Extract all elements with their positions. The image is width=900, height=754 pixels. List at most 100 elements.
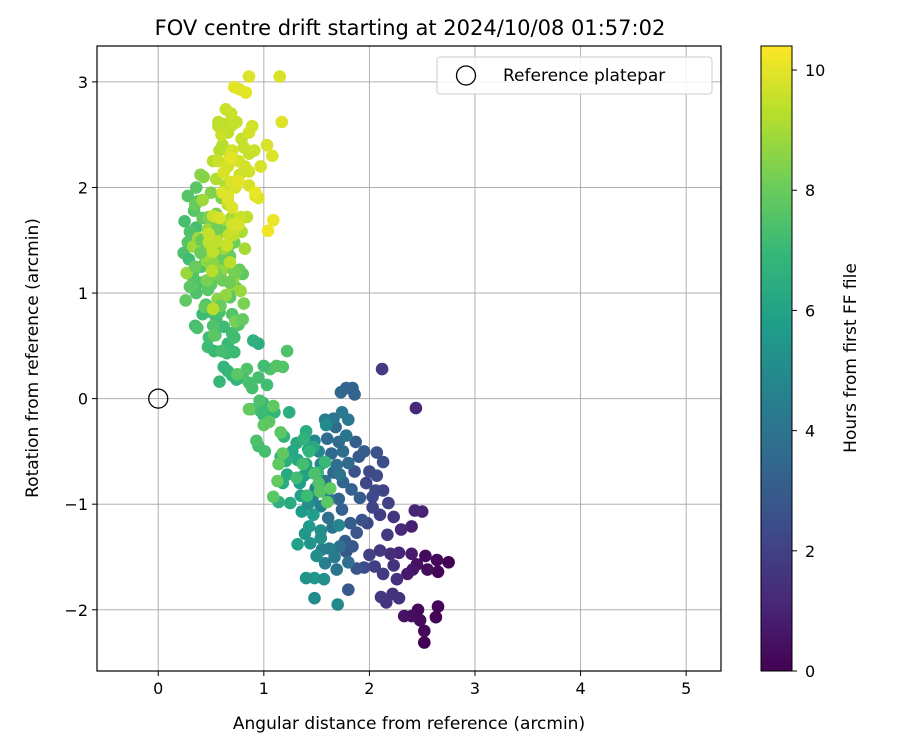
data-point <box>260 378 274 392</box>
data-point <box>339 429 353 442</box>
data-point <box>355 513 369 527</box>
data-point <box>332 519 346 532</box>
data-point <box>342 556 355 569</box>
data-point <box>363 548 376 562</box>
data-point <box>323 542 336 555</box>
data-point <box>387 510 401 524</box>
x-tick-label: 3 <box>470 679 480 698</box>
data-point <box>282 406 296 419</box>
data-point <box>196 193 209 207</box>
x-tick-label: 0 <box>153 679 163 698</box>
data-point <box>231 368 244 381</box>
data-point <box>276 447 290 460</box>
data-point <box>215 344 228 358</box>
data-point <box>342 583 355 596</box>
y-tick-label: 1 <box>78 284 88 303</box>
data-point <box>332 492 346 506</box>
y-tick-label: 0 <box>78 390 88 409</box>
data-point <box>201 340 215 354</box>
data-point <box>276 360 290 374</box>
data-point <box>236 313 249 326</box>
reference-marker-layer <box>148 388 169 409</box>
y-axis-label: Rotation from reference (arcmin) <box>23 218 43 498</box>
data-point <box>321 511 335 525</box>
data-point <box>319 418 333 432</box>
data-point <box>353 491 367 505</box>
x-axis-label: Angular distance from reference (arcmin) <box>233 714 585 734</box>
legend-box <box>436 56 713 95</box>
data-point <box>249 186 262 199</box>
chart-title: FOV centre drift starting at 2024/10/08 … <box>155 16 666 40</box>
data-point <box>239 86 253 99</box>
colorbar-label: Hours from first FF file <box>841 263 861 453</box>
data-point <box>357 445 371 458</box>
x-tick-label: 5 <box>681 679 691 698</box>
y-tick-label: −1 <box>64 495 88 514</box>
data-point <box>232 174 245 188</box>
data-point <box>290 471 303 485</box>
data-point <box>248 144 261 157</box>
data-point <box>333 468 347 481</box>
data-point <box>366 501 379 514</box>
data-point <box>221 364 235 378</box>
y-tick-label: −2 <box>64 601 88 620</box>
data-point <box>242 165 256 178</box>
data-point <box>237 297 251 310</box>
legend-open-circle-icon <box>455 65 477 86</box>
data-point <box>330 563 344 576</box>
data-point <box>300 489 314 503</box>
data-point <box>366 490 379 504</box>
x-tick-label: 1 <box>259 679 269 698</box>
data-point <box>242 402 256 416</box>
colorbar-tick-label: 8 <box>805 181 815 200</box>
data-point <box>219 103 233 116</box>
data-point <box>405 547 418 561</box>
data-point <box>272 457 285 471</box>
data-point <box>234 284 247 298</box>
data-point <box>409 401 423 415</box>
legend: Reference platepar <box>436 56 713 95</box>
data-point <box>324 482 337 495</box>
legend-label: Reference platepar <box>503 66 665 86</box>
x-axis-ticks: 0 1 2 3 4 5 <box>153 671 691 698</box>
data-point <box>330 458 344 472</box>
data-point <box>350 526 364 539</box>
data-point <box>429 610 443 624</box>
data-point <box>217 166 230 179</box>
data-point <box>206 302 220 316</box>
data-point <box>376 567 390 581</box>
data-point <box>232 218 245 231</box>
data-point <box>194 168 207 182</box>
data-point <box>212 115 225 129</box>
data-point <box>228 80 241 94</box>
data-point <box>254 405 267 418</box>
data-point <box>283 496 297 510</box>
data-point <box>310 549 323 563</box>
data-point <box>308 467 321 480</box>
data-point <box>331 598 345 611</box>
data-point <box>213 211 226 225</box>
data-point <box>397 609 411 623</box>
data-point <box>430 553 444 567</box>
data-point <box>342 413 355 427</box>
plot-frame <box>96 45 722 672</box>
data-point <box>419 549 432 563</box>
data-point <box>318 557 332 570</box>
data-point <box>275 115 289 129</box>
y-axis-ticks: −2 −1 0 1 2 3 <box>64 73 97 620</box>
data-point <box>390 572 404 586</box>
data-point <box>374 590 388 604</box>
data-point <box>375 362 389 376</box>
data-point <box>223 276 237 289</box>
data-point <box>260 138 274 152</box>
data-point <box>291 538 304 551</box>
reference-platepar-marker <box>148 388 169 409</box>
colorbar-tick-label: 6 <box>805 301 815 320</box>
data-point <box>204 186 218 199</box>
data-point <box>205 264 219 278</box>
data-point <box>307 508 320 522</box>
data-point <box>191 321 204 335</box>
data-point <box>216 138 229 152</box>
data-point <box>376 455 390 469</box>
